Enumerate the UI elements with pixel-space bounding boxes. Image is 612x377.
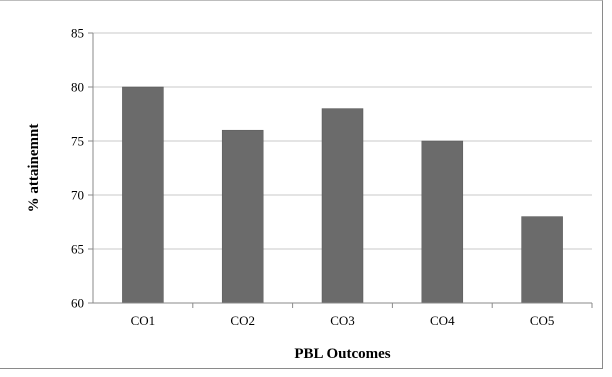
x-tick-label: CO3: [330, 313, 355, 328]
x-tick-label: CO2: [230, 313, 255, 328]
bars: [122, 86, 563, 304]
y-tick-label: 60: [71, 296, 84, 311]
x-axis-title: PBL Outcomes: [294, 346, 390, 362]
y-tick-label: 65: [71, 242, 84, 257]
y-tick-label: 80: [71, 80, 84, 95]
y-tick-label: 85: [71, 26, 84, 41]
y-tick-label: 75: [71, 134, 84, 149]
x-tick-labels: CO1 CO2 CO3 CO4 CO5: [131, 313, 555, 328]
y-tick-labels: 60 65 70 75 80 85: [71, 26, 84, 311]
x-tick-label: CO1: [131, 313, 156, 328]
y-tick-label: 70: [71, 188, 84, 203]
axes: [88, 32, 593, 308]
bar-co5: [521, 216, 563, 304]
bar-co4: [421, 140, 464, 304]
chart-frame: [0, 0, 603, 369]
bar-co1: [122, 86, 164, 304]
bar-co3: [321, 108, 364, 304]
y-axis-title: % attainemnt: [26, 124, 42, 213]
bar-co2: [221, 129, 264, 304]
x-tick-label: CO4: [430, 313, 455, 328]
x-tick-label: CO5: [530, 313, 555, 328]
